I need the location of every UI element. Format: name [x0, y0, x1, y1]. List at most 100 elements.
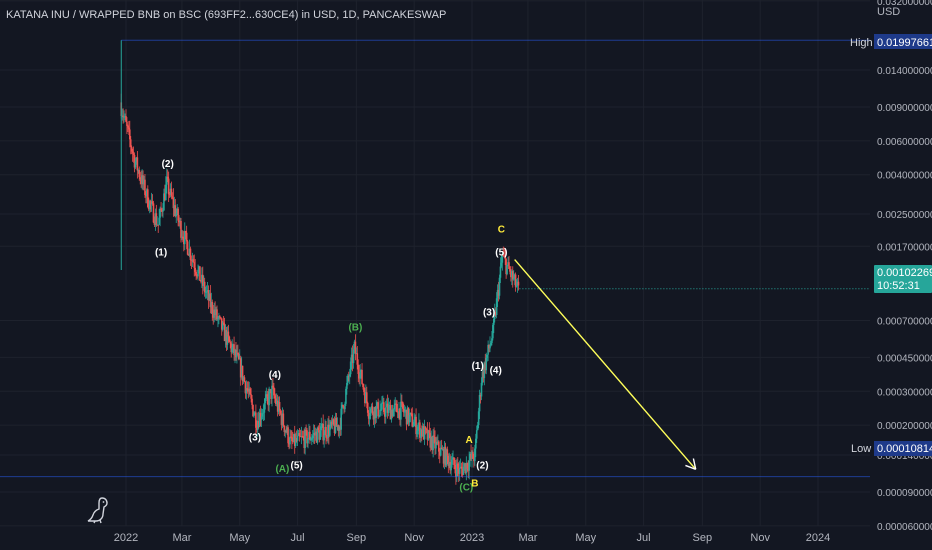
candle-body: [229, 341, 232, 344]
candle-body: [299, 436, 302, 438]
candle-body: [368, 415, 371, 419]
candle-body: [237, 352, 239, 355]
candle-body: [224, 330, 227, 342]
time-axis[interactable]: 2022 Mar May Jul Sep Nov 2023 Mar May Jul Sep Nov 20…: [114, 532, 830, 544]
y-tick-label: 0.0025000000: [877, 210, 932, 221]
candle-body: [301, 436, 304, 437]
candle-body: [250, 394, 252, 399]
candle-body: [357, 364, 360, 374]
candle-body: [484, 362, 487, 371]
current-price-value: 0.0010226989: [877, 267, 932, 279]
candle-body: [133, 155, 136, 168]
candle-body: [383, 412, 386, 417]
candle-body: [158, 217, 160, 225]
candle-body: [470, 453, 472, 459]
candle-body: [296, 435, 299, 442]
candle-body: [320, 426, 323, 431]
candle-body: [244, 381, 247, 394]
candle-body: [492, 324, 494, 339]
candle-body: [125, 115, 127, 122]
candle-body: [147, 189, 149, 207]
candle-body: [184, 231, 187, 233]
candle-body: [160, 208, 162, 210]
candle-body: [142, 175, 144, 185]
y-tick-label: 0.0017000000: [877, 242, 932, 253]
candle-body: [236, 352, 238, 358]
candle-body: [277, 401, 280, 412]
candle-body: [164, 193, 166, 201]
candle-body: [372, 413, 375, 420]
candle-body: [503, 255, 506, 257]
candle-body: [314, 431, 317, 436]
wave-label: (A): [275, 464, 289, 475]
candle-body: [130, 146, 133, 152]
candle-body: [379, 409, 381, 416]
candle-body: [144, 179, 146, 195]
candle-body: [207, 290, 210, 301]
candle-body: [464, 463, 467, 473]
candle-body: [174, 205, 177, 217]
candle-body: [477, 411, 480, 426]
candle-body: [153, 222, 156, 225]
candle-body: [418, 422, 420, 427]
candle-body: [317, 427, 320, 431]
projection-arrow[interactable]: [514, 259, 697, 470]
candle-body: [276, 400, 279, 412]
wave-label: (5): [291, 460, 303, 471]
candle-body: [506, 264, 508, 275]
candle-body: [505, 259, 507, 275]
candle-body: [289, 436, 291, 445]
candle-body: [300, 436, 303, 437]
candle-body: [145, 194, 147, 197]
candle-body: [312, 432, 315, 436]
candle-body: [159, 208, 161, 218]
candle-body: [340, 408, 342, 430]
candle-body: [290, 436, 292, 438]
candle-body: [166, 176, 169, 179]
candle-body: [134, 161, 137, 168]
candle-body: [461, 468, 464, 475]
candle-body: [168, 194, 171, 196]
candle-body: [324, 426, 326, 436]
candle-body: [304, 430, 306, 448]
candle-body: [500, 262, 503, 267]
candle-body: [257, 421, 260, 427]
candle-body: [467, 468, 470, 471]
candle-body: [392, 409, 395, 417]
candle-body: [455, 469, 457, 477]
x-tick-label: Jul: [637, 532, 651, 544]
candle-body: [399, 408, 401, 420]
candle-body: [328, 424, 330, 436]
y-tick-label: 0.0000900000: [877, 488, 932, 499]
candle-body: [187, 254, 190, 256]
candle-body: [435, 442, 437, 449]
candle-body: [267, 396, 269, 406]
candle-body: [417, 426, 419, 431]
candle-body: [151, 201, 154, 204]
candle-body: [313, 432, 316, 436]
candle-body: [230, 343, 233, 353]
candle-body: [302, 436, 305, 438]
price-axis[interactable]: 0.0320000000 0.0140000000 0.0090000000 0.00…: [877, 0, 932, 550]
candle-body: [221, 322, 224, 330]
candle-body: [451, 459, 453, 465]
candle-body: [334, 417, 337, 434]
x-tick-label: 2024: [806, 532, 830, 544]
candle-body: [246, 388, 249, 391]
candle-body: [293, 434, 296, 446]
candle-body: [513, 274, 516, 279]
candle-body: [292, 441, 294, 443]
arrow-shaft: [514, 259, 697, 470]
candle-body: [202, 281, 205, 286]
candle-body: [256, 427, 258, 430]
candle-body: [138, 170, 141, 178]
candle-body: [315, 431, 318, 443]
chart-grid: [0, 0, 870, 527]
candle-body: [473, 458, 475, 462]
candle-body: [183, 238, 185, 245]
wave-label: (4): [269, 370, 281, 381]
candle-body: [249, 388, 251, 395]
wave-label: (2): [476, 460, 488, 471]
candle-body: [487, 344, 489, 355]
